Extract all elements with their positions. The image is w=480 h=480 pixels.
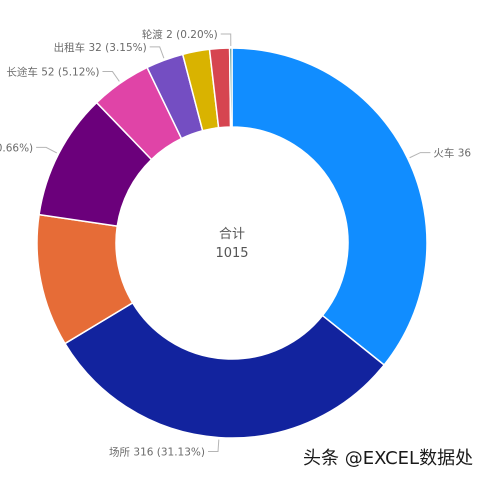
slice-labels: 火车 36 场所 316 (31.13%) 0.66%) 长途车 52 (5.12%)… (0, 28, 471, 459)
slice-huoche (231, 47, 428, 367)
center-total: 1015 (215, 246, 248, 261)
label-s4: 0.66%) (0, 142, 33, 154)
leader-s4 (36, 146, 58, 154)
leader-changsuo (208, 439, 220, 453)
slice-changsuo (63, 301, 386, 439)
label-lundu: 轮渡 2 (0.20%) (142, 28, 218, 41)
leader-changtu (102, 71, 120, 82)
watermark: 头条 @EXCEL数据处 (303, 448, 474, 469)
label-chuzu: 出租车 32 (3.15%) (54, 41, 147, 54)
label-changsuo: 场所 316 (31.13%) (109, 446, 205, 459)
leader-chuzu (149, 46, 165, 59)
donut-slices (36, 47, 428, 439)
label-huoche: 火车 36 (433, 147, 471, 160)
center-title: 合计 (219, 227, 245, 242)
label-leader-lines (36, 33, 431, 453)
leader-huoche (409, 152, 431, 159)
label-changtu: 长途车 52 (5.12%) (6, 66, 99, 79)
slice-lundu (228, 47, 233, 128)
leader-lundu (220, 33, 232, 47)
